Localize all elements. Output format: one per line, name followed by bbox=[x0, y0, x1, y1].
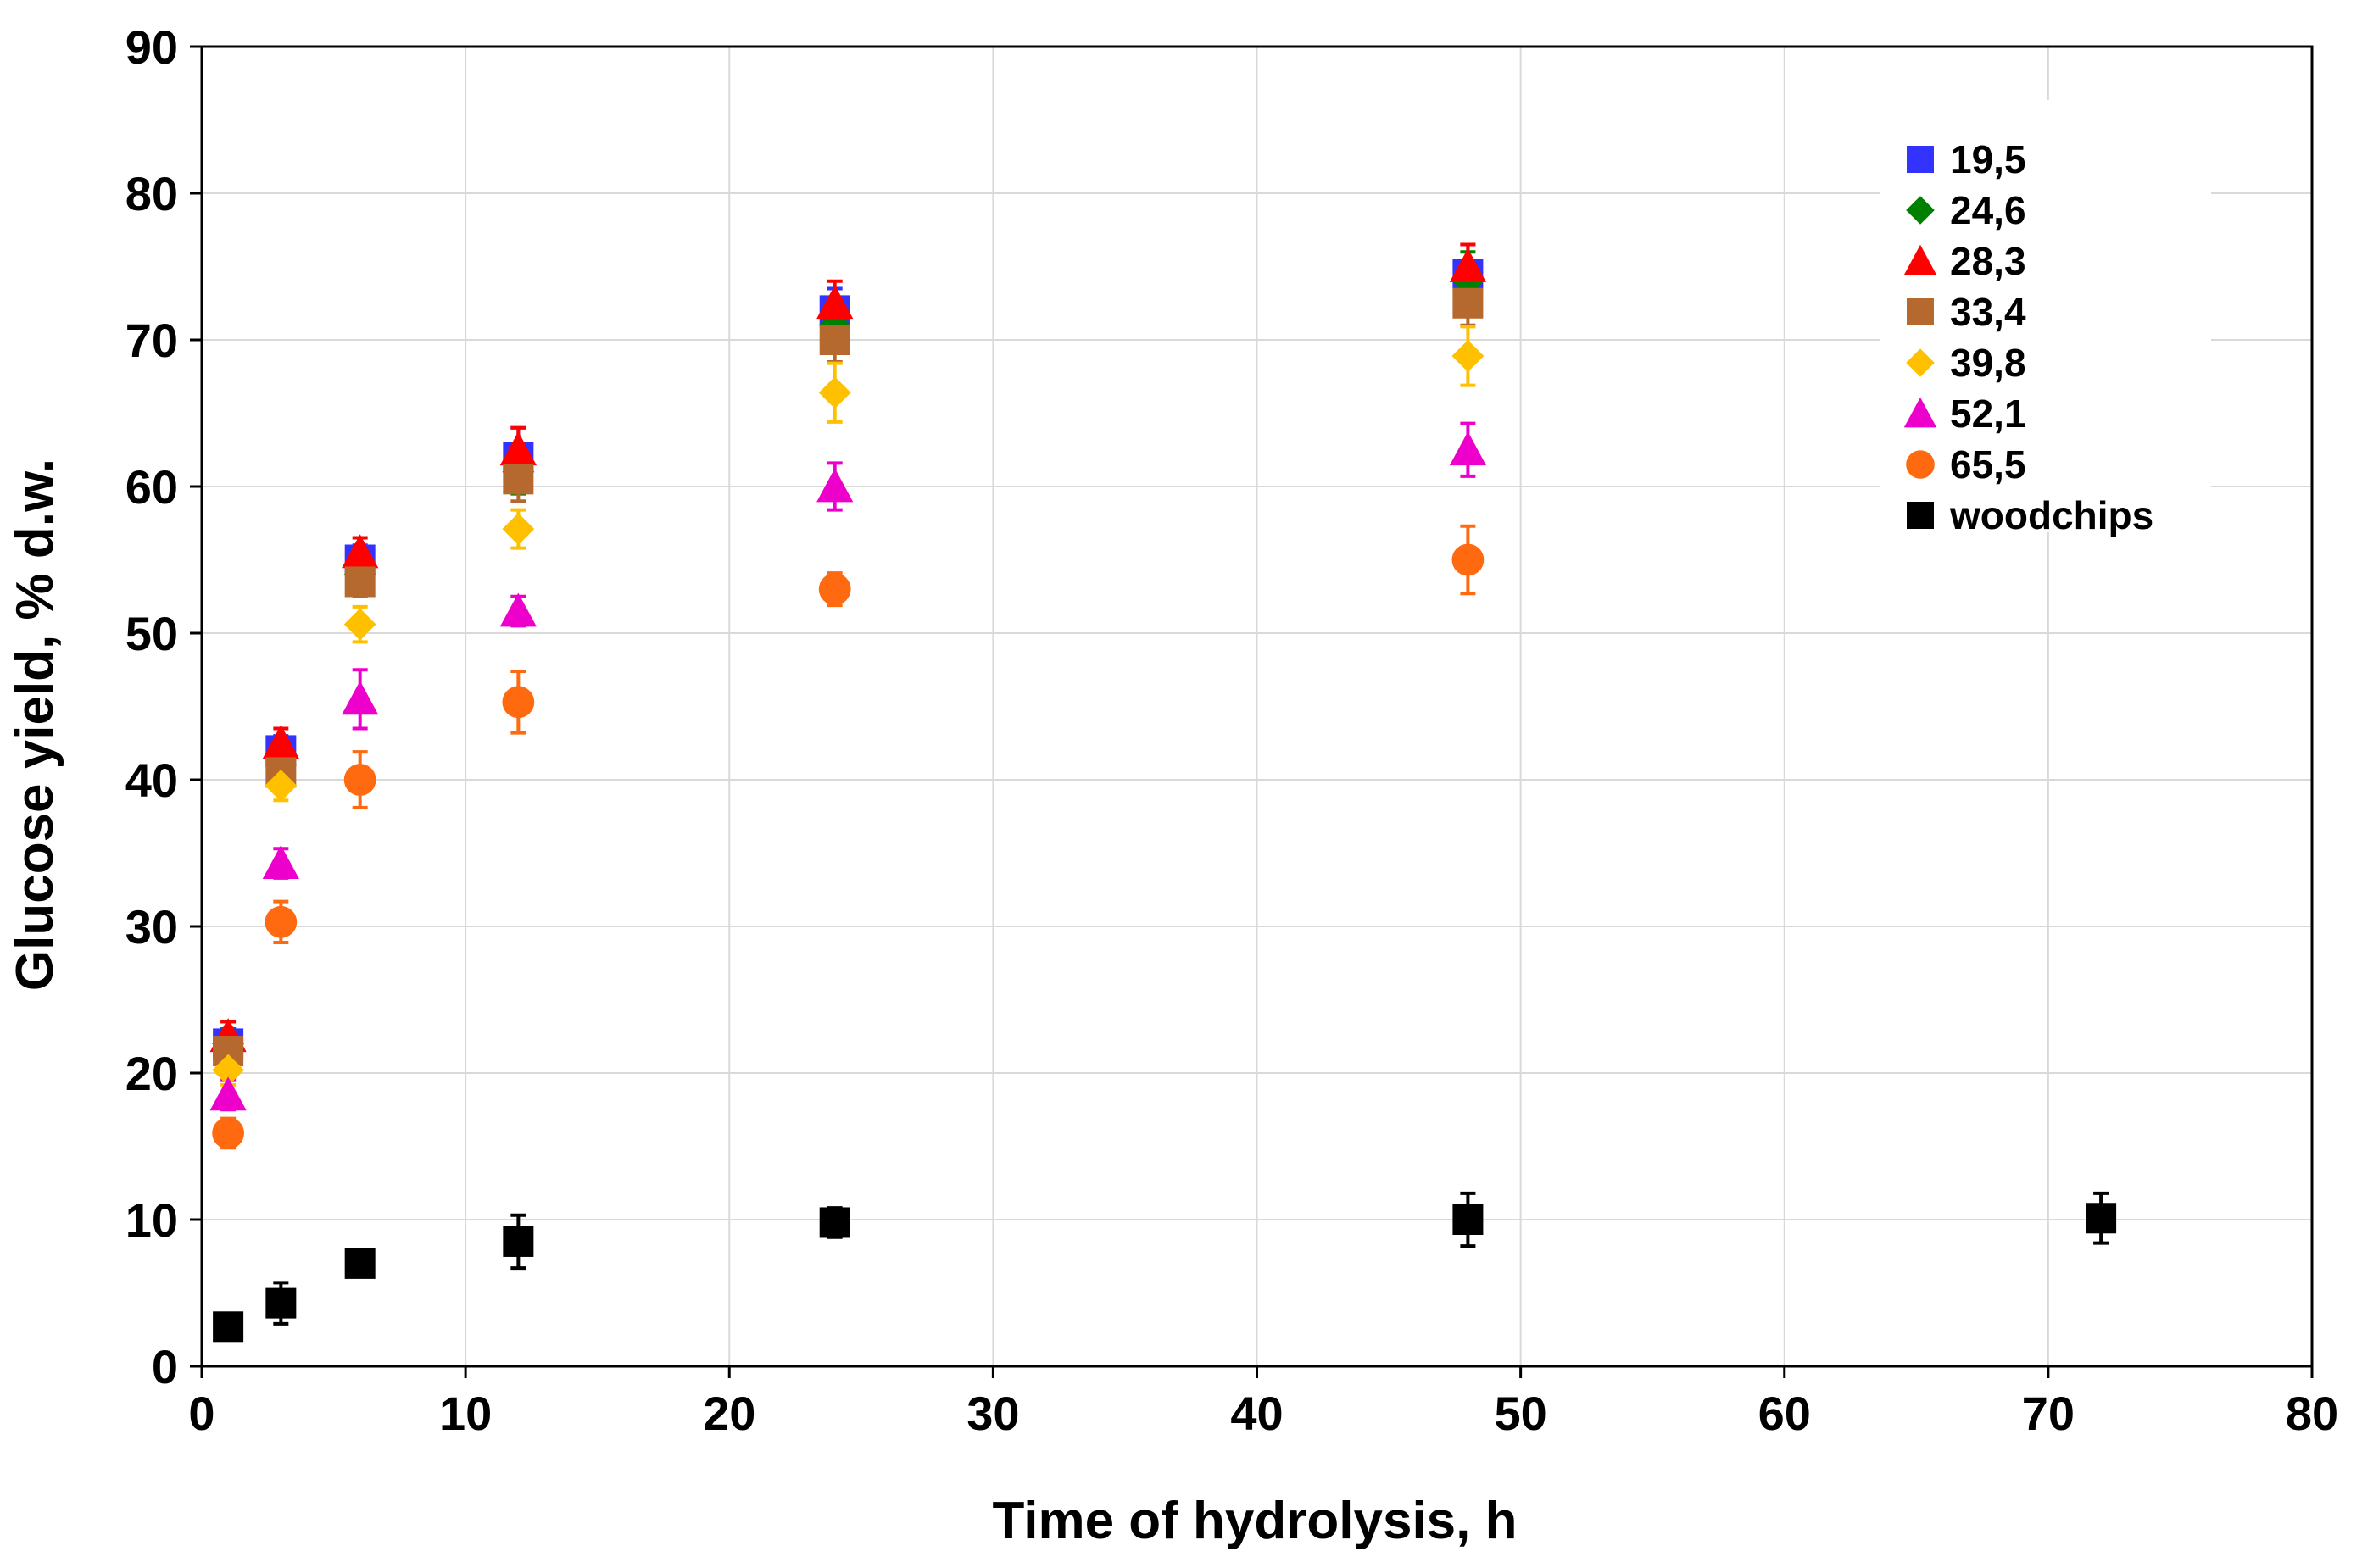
legend-background bbox=[1880, 100, 2211, 532]
data-point-woodchips bbox=[344, 1248, 376, 1279]
data-point-52-1 bbox=[499, 592, 537, 627]
data-point-52-1 bbox=[342, 681, 379, 715]
data-point-65-5 bbox=[1451, 543, 1485, 576]
legend-label: 24,6 bbox=[1950, 188, 2026, 232]
data-point-52-1 bbox=[816, 468, 854, 503]
axis-ticks bbox=[190, 45, 2314, 1378]
x-tick-label: 60 bbox=[1758, 1387, 1811, 1440]
data-point-woodchips bbox=[213, 1311, 244, 1343]
y-tick-label: 30 bbox=[125, 900, 178, 954]
legend-marker bbox=[1903, 397, 1937, 428]
y-tick-label: 40 bbox=[125, 753, 178, 807]
data-point-28-3 bbox=[262, 725, 299, 759]
data-point-39-8 bbox=[818, 376, 851, 409]
data-point-woodchips bbox=[819, 1207, 850, 1238]
data-point-39-8 bbox=[265, 770, 298, 802]
data-point-28-3 bbox=[816, 285, 854, 320]
x-tick-label: 0 bbox=[188, 1387, 214, 1440]
legend-label: 19,5 bbox=[1950, 137, 2026, 181]
data-point-woodchips bbox=[265, 1287, 297, 1319]
x-tick-label: 20 bbox=[703, 1387, 755, 1440]
data-point-52-1 bbox=[262, 845, 299, 879]
x-axis-title: Time of hydrolysis, h bbox=[992, 1492, 1517, 1550]
legend-marker bbox=[1906, 450, 1935, 479]
data-point-52-1 bbox=[1449, 431, 1486, 466]
data-point-65-5 bbox=[343, 764, 376, 796]
data-point-woodchips bbox=[2086, 1203, 2117, 1234]
x-tick-label: 50 bbox=[1494, 1387, 1546, 1440]
legend-label: 65,5 bbox=[1950, 442, 2026, 487]
y-tick-label: 90 bbox=[125, 20, 178, 74]
data-point-33-4 bbox=[503, 464, 534, 495]
legend-label: 39,8 bbox=[1950, 341, 2026, 385]
data-point-woodchips bbox=[1452, 1204, 1484, 1235]
legend-marker bbox=[1907, 298, 1934, 325]
legend: 19,5 24,6 28,3 33,4 39,8 52,1 65,5 woodchips bbox=[1880, 100, 2211, 537]
legend-label: 28,3 bbox=[1950, 239, 2026, 283]
y-tick-label: 0 bbox=[152, 1340, 178, 1393]
y-axis-title: Glucose yield, % d.w. bbox=[6, 459, 64, 991]
legend-marker bbox=[1903, 244, 1937, 275]
data-point-39-8 bbox=[343, 608, 376, 641]
data-point-33-4 bbox=[819, 325, 850, 355]
legend-marker bbox=[1907, 146, 1934, 173]
y-tick-label: 80 bbox=[125, 167, 178, 220]
x-tick-label: 30 bbox=[967, 1387, 1019, 1440]
x-tick-label: 70 bbox=[2022, 1387, 2075, 1440]
data-point-65-5 bbox=[502, 686, 535, 719]
data-point-65-5 bbox=[818, 573, 851, 605]
data-point-65-5 bbox=[265, 905, 298, 938]
x-tick-label: 10 bbox=[439, 1387, 492, 1440]
legend-label: 52,1 bbox=[1950, 392, 2026, 436]
data-point-65-5 bbox=[212, 1117, 245, 1149]
y-tick-label: 20 bbox=[125, 1047, 178, 1100]
y-tick-label: 50 bbox=[125, 607, 178, 660]
data-point-28-3 bbox=[499, 431, 537, 466]
data-point-39-8 bbox=[502, 513, 535, 546]
y-tick-label: 70 bbox=[125, 314, 178, 367]
legend-marker bbox=[1906, 348, 1935, 377]
x-tick-label: 80 bbox=[2286, 1387, 2338, 1440]
y-tick-label: 60 bbox=[125, 460, 178, 514]
data-point-39-8 bbox=[1451, 340, 1485, 372]
data-markers bbox=[209, 247, 2117, 1343]
data-point-woodchips bbox=[503, 1226, 534, 1257]
data-point-52-1 bbox=[209, 1076, 247, 1111]
data-point-28-3 bbox=[1449, 247, 1486, 282]
legend-marker bbox=[1907, 502, 1934, 529]
data-point-28-3 bbox=[342, 534, 379, 569]
legend-marker bbox=[1906, 196, 1935, 225]
data-point-33-4 bbox=[1452, 287, 1484, 319]
legend-label: 33,4 bbox=[1950, 290, 2026, 334]
x-tick-label: 40 bbox=[1230, 1387, 1283, 1440]
data-point-39-8 bbox=[212, 1054, 245, 1087]
y-tick-label: 10 bbox=[125, 1193, 178, 1247]
legend-label: woodchips bbox=[1949, 493, 2153, 537]
data-point-33-4 bbox=[344, 566, 376, 598]
grid-lines bbox=[202, 47, 2312, 1366]
axis-tick-labels: 0 10 20 30 40 50 60 70 80 0 10 20 30 40 50 60 70 80 90 bbox=[125, 20, 2338, 1440]
